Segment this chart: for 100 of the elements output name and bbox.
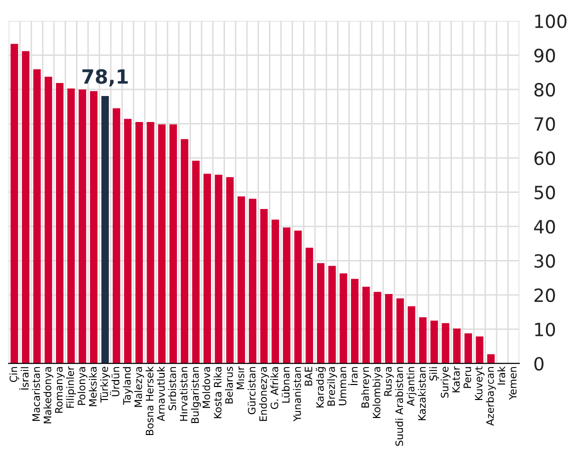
- x-tick-label: Arnavutluk: [156, 366, 165, 422]
- y-tick-label: 90: [534, 48, 555, 62]
- bar: [260, 209, 268, 364]
- bar: [248, 198, 256, 364]
- x-tick-label: Peru: [464, 367, 472, 388]
- bar: [238, 196, 246, 364]
- bar: [294, 230, 302, 364]
- x-tick-label: Ürdün: [110, 367, 120, 396]
- bar: [169, 124, 177, 364]
- bar: [328, 266, 336, 364]
- x-tick-label: Macaristan: [32, 367, 40, 421]
- bar: [158, 124, 166, 364]
- x-tick-label: Lübnan: [282, 367, 290, 403]
- x-tick-label: Filipinler: [66, 366, 76, 408]
- y-tick-label: 10: [535, 322, 555, 336]
- bar: [10, 44, 18, 364]
- bar: [442, 323, 450, 364]
- x-tick-label: Yemen: [509, 367, 517, 400]
- x-tick-label: Çin: [9, 367, 20, 382]
- bar: [112, 108, 120, 364]
- bar: [44, 76, 52, 364]
- x-tick-label: Suudi Arabistan: [395, 367, 404, 446]
- x-tick-label: Sırbistan: [168, 367, 176, 410]
- bar: [78, 89, 86, 364]
- bar: [476, 336, 484, 364]
- bar: [56, 82, 64, 364]
- bar: [203, 174, 211, 364]
- bar: [385, 294, 393, 364]
- x-tick-label: Karadağ: [316, 367, 326, 408]
- bar: [22, 51, 30, 364]
- bar: [430, 320, 438, 364]
- y-tick-label: 20: [534, 288, 555, 302]
- bar: [306, 248, 314, 364]
- x-tick-label: Irak: [497, 366, 506, 385]
- y-tick-label: 100: [535, 14, 566, 28]
- bar: [192, 160, 200, 364]
- x-tick-label: Gürcistan: [248, 367, 256, 414]
- x-tick-label: Kazakistan: [418, 367, 426, 420]
- x-tick-label: Şili: [429, 367, 439, 380]
- bar: [90, 91, 98, 364]
- x-tick-label: Suriye: [440, 366, 450, 398]
- bar: [101, 96, 109, 364]
- x-tick-label: Endonezya: [259, 367, 269, 421]
- bar: [487, 354, 495, 364]
- y-tick-label: 50: [534, 186, 555, 200]
- x-tick-label: Polonya: [78, 367, 88, 405]
- y-tick-label: 40: [534, 220, 555, 234]
- bar: [396, 298, 404, 364]
- bar: [408, 306, 416, 364]
- x-tick-label: Makedonya: [43, 367, 54, 424]
- x-tick-label: Umman: [338, 367, 346, 406]
- y-tick-label: 80: [534, 82, 555, 97]
- bar: [135, 122, 143, 364]
- bar: [453, 328, 461, 364]
- bar: [340, 273, 348, 364]
- bar: [124, 118, 132, 364]
- x-tick-label: Arjantin: [406, 367, 416, 406]
- bar: [351, 278, 359, 364]
- bar: [146, 122, 154, 364]
- x-tick-label: Azerbaycan: [486, 367, 496, 426]
- y-tick-label: 70: [534, 117, 555, 131]
- x-tick-label: İsrail: [19, 367, 29, 390]
- bar: [362, 286, 370, 364]
- x-tick-label: Bulgaristan: [190, 367, 201, 423]
- x-tick-label: Hırvatistan: [180, 367, 188, 421]
- x-tick-label: Kolombiya: [372, 367, 382, 418]
- x-tick-label: İran: [348, 367, 358, 386]
- x-tick-label: Meksika: [88, 367, 97, 406]
- bar: [67, 88, 75, 364]
- x-tick-label: Rusya: [384, 367, 394, 396]
- bar: [33, 69, 41, 364]
- y-tick-label: 0: [534, 356, 544, 371]
- x-tick-label: Bahreyn: [361, 367, 372, 408]
- bar: [464, 333, 472, 364]
- bar: [282, 228, 290, 364]
- bar: [316, 263, 324, 364]
- x-tick-label: Bosna Hersek: [146, 366, 154, 435]
- x-tick-label: BAE: [304, 366, 312, 386]
- y-tick-label: 30: [534, 254, 555, 268]
- x-tick-label: Malezya: [134, 367, 144, 407]
- x-tick-label: Kuveyt: [474, 366, 484, 400]
- x-tick-label: Mısır: [236, 366, 244, 390]
- bar: [374, 292, 382, 364]
- x-tick-label: Brezilya: [327, 367, 337, 406]
- bar: [226, 177, 234, 364]
- data-label: 78,1: [82, 69, 128, 86]
- bar: [419, 317, 427, 364]
- x-tick-label: Katar: [452, 366, 460, 392]
- x-tick-label: Yunanistan: [293, 367, 301, 422]
- y-tick-label: 60: [534, 151, 555, 166]
- x-tick-label: Kosta Rika: [214, 367, 222, 418]
- x-tick-label: Romanya: [55, 367, 65, 413]
- bar: [214, 174, 222, 364]
- x-tick-label: Belarus: [225, 366, 233, 404]
- x-tick-label: Türkiye: [100, 366, 110, 403]
- bar: [272, 220, 280, 364]
- x-tick-label: G. Afrika: [270, 367, 278, 410]
- bar: [180, 139, 188, 364]
- x-tick-label: Tayland: [122, 367, 133, 405]
- x-tick-label: Moldova: [202, 367, 210, 408]
